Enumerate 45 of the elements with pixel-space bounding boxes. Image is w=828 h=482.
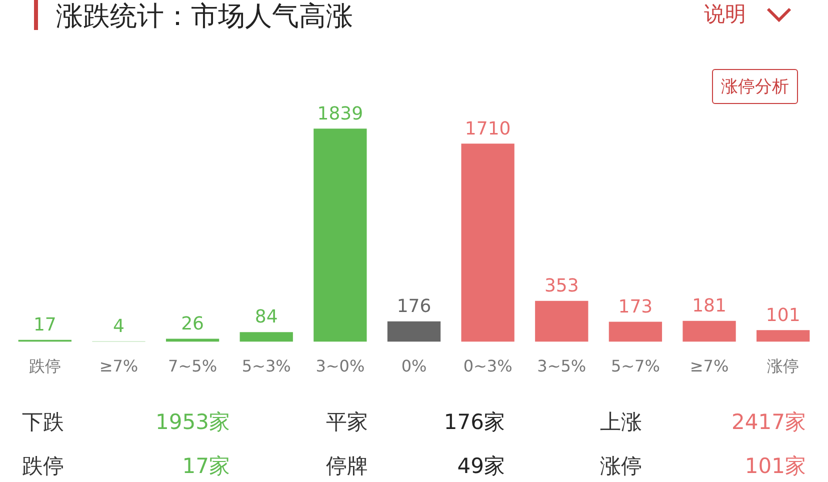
text: 101家 — [744, 453, 806, 480]
bar — [240, 332, 293, 342]
x-tick-label: 0% — [401, 356, 427, 376]
data-label: 176 — [396, 296, 432, 318]
text: 上涨 — [600, 409, 642, 436]
bar — [535, 300, 588, 342]
text: 1953家 — [156, 409, 230, 436]
x-tick-label: 跌停 — [28, 356, 61, 376]
text: 跌停 — [22, 453, 64, 480]
bar — [682, 320, 736, 342]
bar — [608, 322, 662, 342]
chart-title: 涨跌统计：市场人气高涨 — [56, 0, 353, 34]
bar — [461, 144, 514, 342]
text: 2417家 — [732, 409, 806, 436]
x-tick-label: 3~0% — [316, 356, 365, 376]
x-tick-label: 0~3% — [463, 356, 512, 376]
x-tick-label: ≥7% — [690, 356, 729, 376]
bar — [314, 128, 367, 342]
text: 176家 — [444, 409, 505, 436]
text: 17家 — [182, 453, 230, 480]
data-label: 181 — [692, 295, 726, 316]
text: 下跌 — [22, 409, 64, 436]
data-label: 4 — [113, 316, 124, 338]
data-label: 26 — [181, 313, 204, 334]
text: 涨停分析 — [712, 69, 798, 104]
data-label: 17 — [33, 314, 56, 336]
text: 停牌 — [326, 453, 368, 480]
bar — [756, 330, 810, 342]
text: 说明 — [704, 1, 746, 28]
x-tick-label: 涨停 — [767, 356, 800, 376]
text: 49家 — [457, 453, 505, 480]
x-tick-label: ≥7% — [99, 356, 138, 376]
text: 涨停 — [600, 453, 642, 480]
data-label: 101 — [766, 304, 800, 326]
data-label: 1839 — [317, 103, 364, 124]
x-tick-label: 7~5% — [168, 356, 218, 376]
x-tick-label: 5~7% — [610, 356, 660, 376]
data-label: 353 — [544, 276, 579, 297]
data-label: 1710 — [464, 118, 511, 140]
data-label: 84 — [254, 306, 278, 328]
bar — [387, 321, 441, 342]
data-label: 173 — [618, 296, 653, 318]
x-tick-label: 5~3% — [242, 356, 291, 376]
text: 平家 — [326, 409, 368, 436]
x-tick-label: 3~5% — [537, 356, 586, 376]
